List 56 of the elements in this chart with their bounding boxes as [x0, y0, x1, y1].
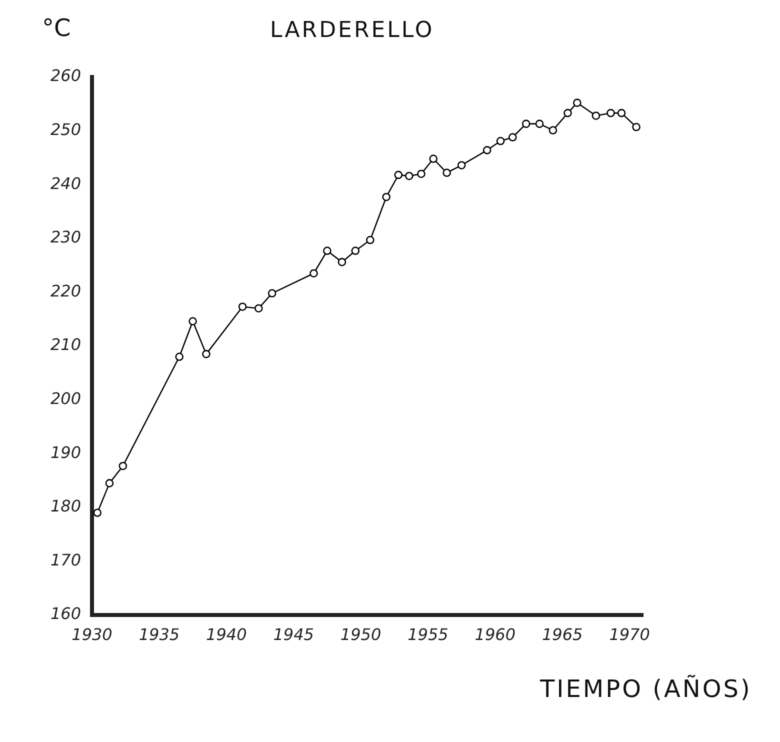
- point: [632, 122, 640, 132]
- point: [442, 168, 451, 177]
- y-tick-label: 220: [50, 281, 81, 300]
- point: [338, 258, 346, 266]
- point: [93, 508, 102, 517]
- y-tick-label: 170: [50, 550, 81, 570]
- y-axis-title: °C: [42, 14, 71, 42]
- point: [548, 126, 558, 134]
- point: [617, 108, 626, 118]
- point: [188, 317, 197, 326]
- point: [535, 120, 544, 128]
- point: [417, 170, 426, 178]
- x-tick-label: 1970: [609, 624, 650, 644]
- point: [482, 146, 492, 154]
- point: [254, 304, 263, 312]
- point: [496, 136, 505, 146]
- y-tick-label: 250: [50, 120, 81, 139]
- point: [310, 269, 318, 278]
- x-tick-label: 1930: [72, 624, 112, 644]
- y-tick-label: 260: [50, 66, 81, 86]
- point: [429, 154, 438, 163]
- point: [508, 133, 517, 142]
- point: [606, 108, 615, 118]
- y-tick-label: 240: [50, 174, 81, 193]
- point: [202, 350, 210, 358]
- x-tick-label: 1960: [474, 624, 516, 644]
- y-tick-label: 230: [50, 228, 81, 247]
- y-tick-label: 160: [50, 604, 81, 624]
- point: [175, 352, 184, 361]
- y-tick-label: 190: [50, 442, 81, 462]
- point: [118, 462, 128, 470]
- point: [351, 246, 360, 255]
- point: [564, 108, 572, 118]
- point: [366, 236, 374, 244]
- point: [238, 302, 247, 311]
- point: [592, 112, 600, 120]
- point: [268, 289, 276, 298]
- point: [522, 120, 530, 128]
- point: [382, 192, 390, 202]
- chart-title: LARDERELLO: [270, 18, 434, 43]
- x-tick-label: 1965: [542, 624, 583, 644]
- x-tick-label: 1950: [340, 624, 382, 644]
- point: [457, 161, 466, 170]
- point: [323, 246, 332, 255]
- point: [105, 479, 114, 488]
- point: [405, 172, 414, 180]
- x-tick-label: 1955: [408, 624, 448, 644]
- x-axis-title: TIEMPO (AÑOS): [540, 675, 752, 703]
- x-tick-label: 1940: [206, 624, 247, 644]
- point: [394, 170, 403, 180]
- x-tick-label: 1935: [138, 624, 180, 644]
- y-tick-label: 180: [50, 496, 81, 516]
- x-tick-label: 1945: [273, 624, 314, 644]
- y-tick-label: 200: [50, 388, 81, 408]
- y-tick-label: 210: [50, 335, 81, 354]
- point: [573, 98, 582, 107]
